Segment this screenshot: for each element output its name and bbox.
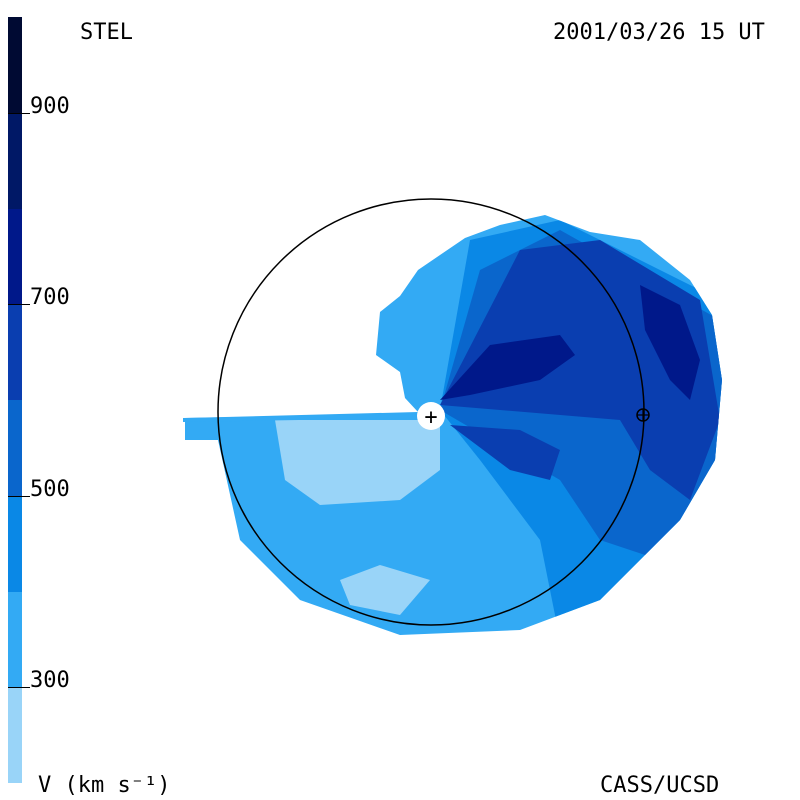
colorbar-band [8, 400, 22, 496]
colorbar-band [8, 208, 22, 305]
earth-orbit-circle [217, 198, 645, 626]
colorbar-tick [8, 687, 30, 689]
colorbar-tick [8, 304, 30, 306]
earth-icon [636, 408, 650, 422]
velocity-unit-label: V (km s⁻¹) [38, 773, 171, 798]
colorbar-band [8, 112, 22, 209]
band-200-300-lower [275, 420, 440, 505]
sun-symbol: + [424, 405, 437, 430]
colorbar-tick-label: 300 [30, 668, 70, 694]
band-700-800-outer [640, 285, 700, 400]
band-700-800-inner [440, 335, 575, 400]
instrument-label: STEL [80, 20, 133, 45]
colorbar-tick [8, 495, 30, 497]
colorbar-tick-label: 700 [30, 285, 70, 311]
colorbar-band [8, 591, 22, 688]
band-200-300-bottom [340, 565, 430, 615]
colorbar-tick-label: 900 [30, 93, 70, 119]
sun-marker [417, 402, 445, 430]
colorbar-band [8, 495, 22, 592]
colorbar-tick-label: 500 [30, 476, 70, 502]
timestamp-label: 2001/03/26 15 UT [553, 20, 765, 45]
colorbar-band [8, 304, 22, 400]
velocity-colorbar [8, 17, 22, 783]
colorbar-tick [8, 112, 30, 114]
colorbar-band [8, 17, 22, 113]
band-500-600-swirl [450, 425, 560, 480]
left-sliver [183, 414, 420, 422]
colorbar-band [8, 687, 22, 783]
credit-label: CASS/UCSD [600, 773, 720, 798]
